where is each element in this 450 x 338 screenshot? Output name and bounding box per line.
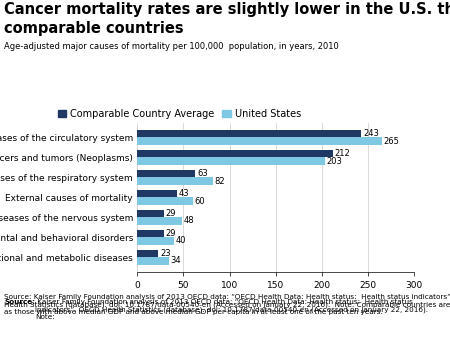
Text: comparable countries: comparable countries [4, 21, 184, 36]
Bar [137, 230, 164, 237]
Text: 82: 82 [215, 176, 225, 186]
Bar [137, 249, 158, 257]
Text: 40: 40 [176, 237, 186, 245]
Bar [137, 210, 164, 217]
Text: 29: 29 [166, 209, 176, 218]
Bar [137, 137, 382, 145]
Text: 43: 43 [179, 189, 189, 198]
Bar [137, 170, 195, 177]
Bar [137, 237, 174, 245]
Bar [137, 150, 333, 157]
Text: 34: 34 [171, 257, 181, 265]
Bar [137, 217, 181, 225]
Text: 48: 48 [184, 216, 194, 225]
Text: Source: Kaiser Family Foundation analysis of 2013 OECD data: “OECD Health Data: : Source: Kaiser Family Foundation analysi… [4, 294, 450, 315]
Bar [137, 257, 169, 265]
Text: 29: 29 [166, 229, 176, 238]
Bar [137, 177, 213, 185]
Bar [137, 197, 193, 205]
Text: Source:: Source: [4, 299, 36, 305]
Text: 212: 212 [335, 149, 351, 158]
Text: 203: 203 [326, 156, 342, 166]
Bar [137, 130, 361, 137]
Legend: Comparable Country Average, United States: Comparable Country Average, United State… [58, 109, 301, 119]
Text: Cancer mortality rates are slightly lower in the U.S. than in: Cancer mortality rates are slightly lowe… [4, 2, 450, 17]
Text: 60: 60 [194, 196, 205, 206]
Text: 265: 265 [383, 137, 400, 146]
Text: Kaiser Family Foundation analysis of 2013 OECD data: “OECD Health Data: Health s: Kaiser Family Foundation analysis of 201… [35, 299, 430, 320]
Bar [137, 190, 177, 197]
Text: 243: 243 [363, 129, 379, 138]
Text: 63: 63 [197, 169, 208, 178]
Text: 23: 23 [160, 249, 171, 258]
Bar [137, 157, 324, 165]
Text: Age-adjusted major causes of mortality per 100,000  population, in years, 2010: Age-adjusted major causes of mortality p… [4, 42, 339, 51]
